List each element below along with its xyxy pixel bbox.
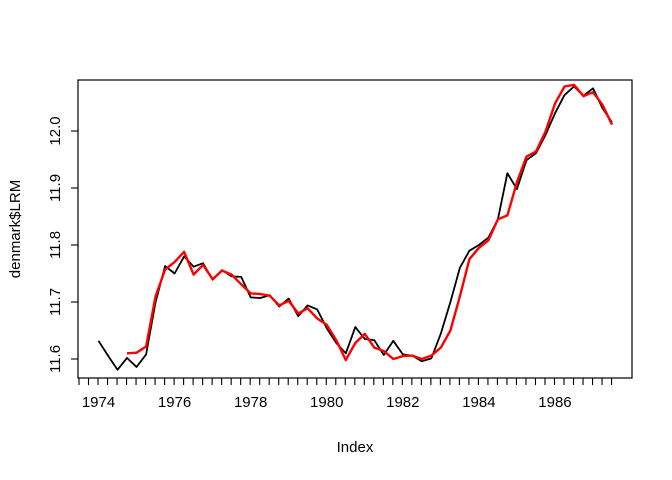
y-tick-label: 12.0	[47, 116, 64, 145]
x-axis-ticks	[78, 378, 613, 385]
y-axis-tick-labels: 11.6 11.7 11.8 11.9 12.0	[47, 116, 64, 373]
x-tick-label: 1976	[158, 394, 191, 411]
x-tick-label: 1978	[234, 394, 267, 411]
x-tick-label: 1986	[538, 394, 571, 411]
y-tick-label: 11.6	[47, 345, 64, 373]
x-axis-label: Index	[337, 439, 374, 456]
y-axis-label: denmark$LRM	[7, 180, 24, 278]
x-tick-label: 1980	[310, 394, 343, 411]
red-series-line	[126, 83, 614, 362]
x-tick-label: 1984	[462, 394, 495, 411]
black-series-line	[97, 85, 613, 371]
y-tick-label: 11.7	[47, 288, 64, 316]
series-lines	[97, 83, 614, 371]
y-tick-label: 11.8	[47, 231, 64, 259]
x-tick-label: 1974	[82, 394, 115, 411]
y-tick-label: 11.9	[47, 174, 64, 202]
y-axis-ticks	[71, 130, 78, 360]
x-tick-label: 1982	[386, 394, 419, 411]
x-axis-tick-labels: 1974 1976 1978 1980 1982 1984 1986	[82, 394, 572, 411]
